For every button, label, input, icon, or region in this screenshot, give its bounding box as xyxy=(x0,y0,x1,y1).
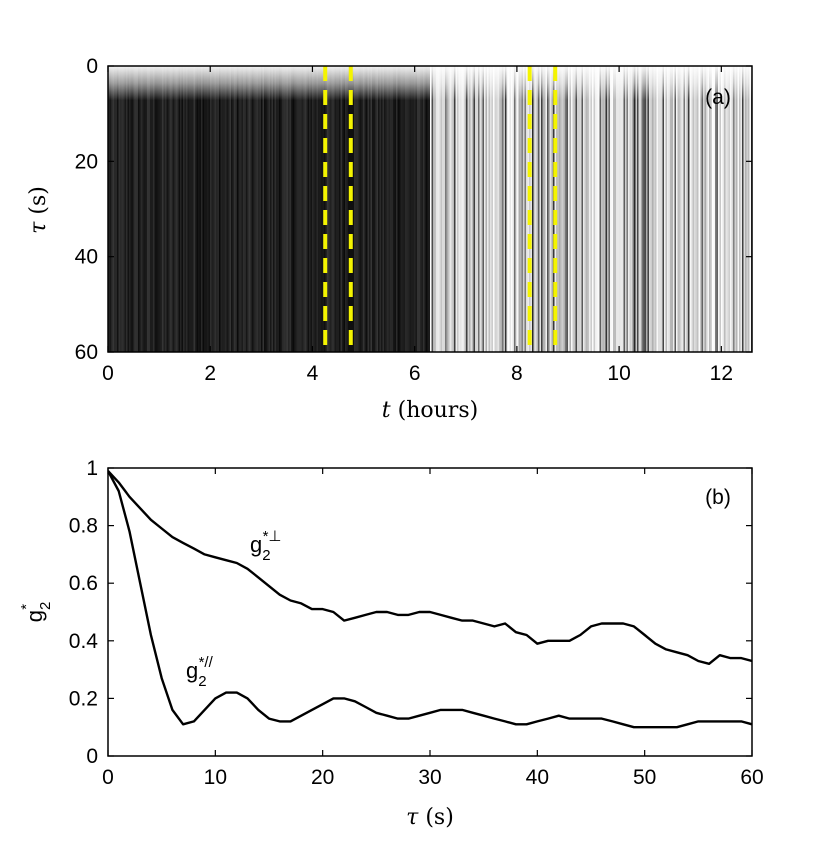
x-tick-label: 8 xyxy=(511,362,523,385)
x-tick-label: 10 xyxy=(204,766,227,789)
x-tick-label: 10 xyxy=(607,362,630,385)
y-tick-label: 0.2 xyxy=(69,687,98,710)
panel-a-ylabel: τ (s) xyxy=(26,186,51,234)
series-line-parallel xyxy=(108,470,752,729)
panel-b-curves xyxy=(108,470,752,729)
x-tick-label: 4 xyxy=(307,362,319,385)
series-line-perp xyxy=(108,470,752,665)
panel-b: 0 10 20 30 40 50 60 0 0.2 0.4 0.6 0.8 1 (b) g2*⊥ g2*… xyxy=(18,457,764,830)
y-tick-label: 0.8 xyxy=(69,515,98,538)
x-tick-label: 50 xyxy=(633,766,656,789)
panel-a-label: (a) xyxy=(705,86,731,109)
series-label-parallel: g2*// xyxy=(186,654,214,690)
y-tick-label: 0.4 xyxy=(69,630,99,653)
y-tick-label: 0 xyxy=(86,745,98,768)
heatmap-top-fade xyxy=(108,66,752,352)
x-tick-label: 2 xyxy=(204,362,216,385)
x-tick-label: 0 xyxy=(102,362,114,385)
y-tick-label: 0.6 xyxy=(69,572,98,595)
y-tick-label: 0 xyxy=(86,55,98,78)
panel-b-ticks: 0 10 20 30 40 50 60 0 0.2 0.4 0.6 0.8 1 xyxy=(69,457,764,789)
panel-b-ylabel: g2* xyxy=(18,602,54,623)
y-tick-label: 20 xyxy=(75,150,98,173)
panel-a: 0 2 4 6 8 10 12 0 20 40 60 (a) t (hours) τ (s) xyxy=(26,55,753,423)
panel-a-ticks: 0 2 4 6 8 10 12 0 20 40 60 xyxy=(75,55,752,385)
x-tick-label: 40 xyxy=(526,766,549,789)
panel-b-xlabel: τ (s) xyxy=(406,805,454,830)
panel-a-xlabel: t (hours) xyxy=(382,398,478,423)
panel-b-label: (b) xyxy=(705,486,731,509)
x-tick-label: 6 xyxy=(409,362,421,385)
y-tick-label: 40 xyxy=(75,246,98,269)
x-tick-label: 20 xyxy=(311,766,334,789)
y-tick-label: 1 xyxy=(86,457,98,480)
panel-a-frame xyxy=(107,65,753,353)
series-label-perp: g2*⊥ xyxy=(250,528,282,564)
x-tick-label: 12 xyxy=(710,362,733,385)
y-tick-label: 60 xyxy=(75,341,98,364)
x-tick-label: 60 xyxy=(740,766,763,789)
x-tick-label: 0 xyxy=(102,766,114,789)
x-tick-label: 30 xyxy=(418,766,441,789)
